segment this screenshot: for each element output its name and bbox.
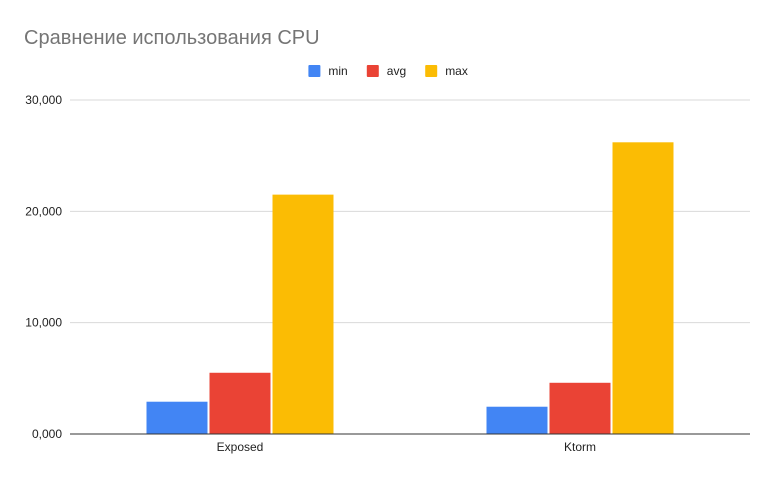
y-tick-label: 0,000 (32, 427, 62, 441)
legend-label-max: max (445, 64, 468, 78)
bar-avg-exposed (209, 372, 271, 434)
x-category-label: Exposed (217, 440, 264, 454)
y-tick-label: 10,000 (25, 316, 62, 330)
legend-label-avg: avg (387, 64, 406, 78)
axis-layer: 0,000 10,000 20,000 30,000 Exposed Ktorm (25, 93, 750, 454)
legend-label-min: min (328, 64, 347, 78)
bar-avg-ktorm (549, 382, 611, 434)
legend-swatch-min (308, 65, 321, 77)
chart-title: Сравнение использования CPU (24, 27, 320, 49)
y-tick-label: 20,000 (25, 204, 62, 218)
bar-min-ktorm (486, 406, 548, 434)
bar-max-ktorm (612, 142, 674, 434)
y-tick-label: 30,000 (25, 93, 62, 107)
legend: min avg max (308, 64, 468, 78)
bar-min-exposed (146, 401, 208, 434)
legend-swatch-avg (366, 65, 379, 77)
legend-swatch-max (425, 65, 438, 77)
x-category-label: Ktorm (564, 440, 596, 454)
bars-layer (146, 142, 674, 434)
bar-max-exposed (272, 194, 334, 434)
